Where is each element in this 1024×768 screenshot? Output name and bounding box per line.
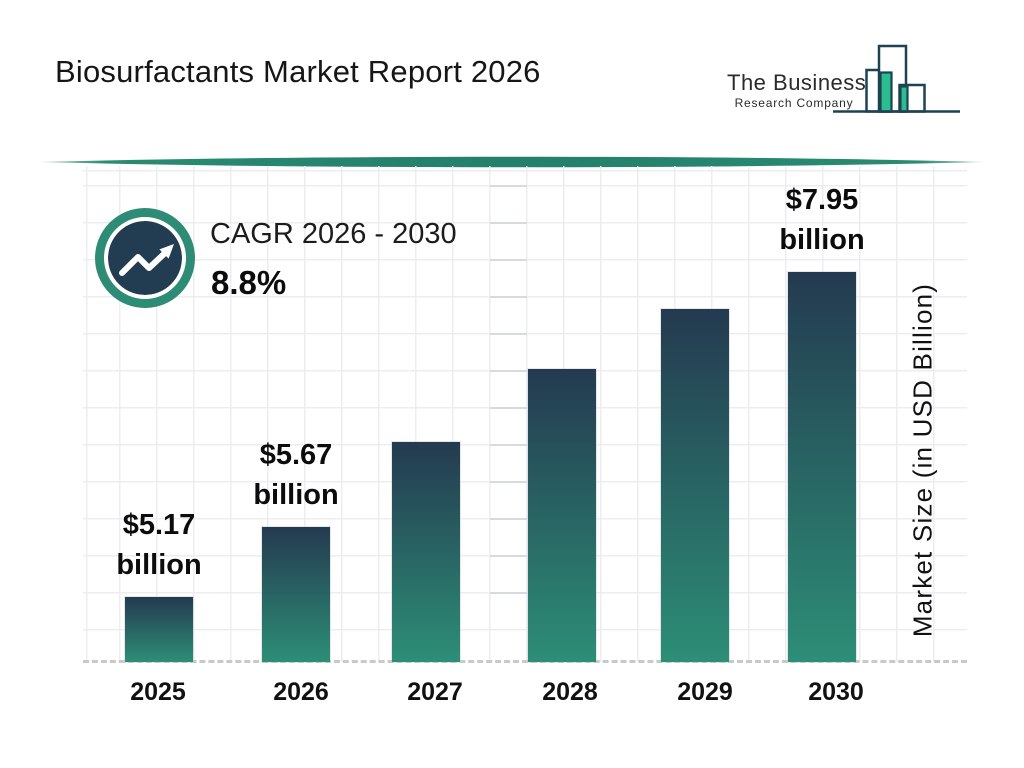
- bar-value-label-2025: $5.17 billion: [116, 509, 202, 581]
- logo-name-line1: The Business: [727, 70, 867, 95]
- bar-2026: [262, 527, 330, 662]
- bar-chart-skyline-icon: [833, 44, 960, 113]
- trending-up-icon: [119, 244, 174, 276]
- company-logo: The Business Research Company: [700, 36, 1000, 128]
- chart-baseline: [83, 660, 967, 663]
- bar-value-label-2030: $7.95 billion: [779, 184, 865, 256]
- x-tick-label-2025: 2025: [130, 678, 186, 706]
- bar-value-label-2026: $5.67 billion: [253, 439, 339, 511]
- bar-2027: [392, 442, 460, 662]
- cagr-badge: [95, 208, 195, 308]
- x-tick-label-2028: 2028: [542, 678, 598, 706]
- logo-name-line2: Research Company: [734, 96, 854, 110]
- chart-axis-ticks: [490, 185, 527, 627]
- bar-2029: [661, 309, 729, 662]
- divider-accent: [40, 156, 984, 168]
- x-tick-label-2029: 2029: [677, 678, 733, 706]
- x-tick-label-2026: 2026: [273, 678, 329, 706]
- page-title: Biosurfactants Market Report 2026: [55, 54, 541, 89]
- bar-2025: [125, 597, 193, 662]
- cagr-value: 8.8%: [211, 264, 287, 301]
- y-axis-label: Market Size (in USD Billion): [907, 282, 938, 638]
- bar-2028: [528, 369, 596, 662]
- company-logo-text: The Business Research Company: [727, 70, 867, 110]
- x-tick-label-2030: 2030: [808, 678, 864, 706]
- cagr-range-label: CAGR 2026 - 2030: [210, 218, 457, 250]
- x-tick-label-2027: 2027: [407, 678, 463, 706]
- bar-2030: [788, 272, 856, 662]
